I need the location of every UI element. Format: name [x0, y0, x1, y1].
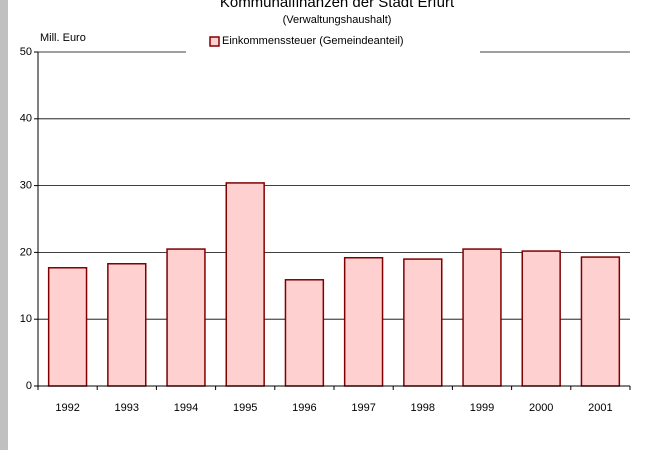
side-strip: [0, 0, 8, 450]
y-tick-label: 0: [26, 380, 32, 392]
legend-swatch: [209, 36, 220, 47]
chart-title: Kommunalfinanzen der Stadt Erfurt: [220, 0, 455, 11]
bar: [580, 256, 621, 387]
x-tick-label: 1996: [292, 402, 316, 414]
y-tick-label: 20: [20, 246, 32, 258]
x-tick-label: 1995: [233, 402, 257, 414]
x-tick-label: 1994: [174, 402, 198, 414]
bar: [403, 258, 443, 387]
bar: [166, 248, 206, 387]
x-tick-label: 2000: [529, 402, 553, 414]
x-tick-label: 2001: [588, 402, 612, 414]
legend-box: [186, 30, 480, 54]
bar: [343, 256, 384, 387]
x-tick-label: 1992: [55, 402, 79, 414]
bar: [225, 182, 265, 387]
bar: [107, 263, 147, 387]
y-tick-label: 30: [20, 180, 32, 192]
bar: [284, 279, 325, 387]
chart-subtitle: (Verwaltungshaushalt): [283, 14, 392, 26]
y-tick-label: 50: [20, 46, 32, 58]
y-axis-label: Mill. Euro: [40, 32, 86, 44]
legend-label: Einkommenssteuer (Gemeindeanteil): [222, 35, 404, 47]
bar: [521, 250, 561, 387]
y-tick-label: 40: [20, 113, 32, 125]
y-tick-label: 10: [20, 313, 32, 325]
bar: [462, 248, 502, 387]
x-tick-label: 1993: [115, 402, 139, 414]
x-tick-label: 1998: [411, 402, 435, 414]
x-tick-label: 1999: [470, 402, 494, 414]
x-tick-label: 1997: [351, 402, 375, 414]
bar: [47, 267, 88, 387]
